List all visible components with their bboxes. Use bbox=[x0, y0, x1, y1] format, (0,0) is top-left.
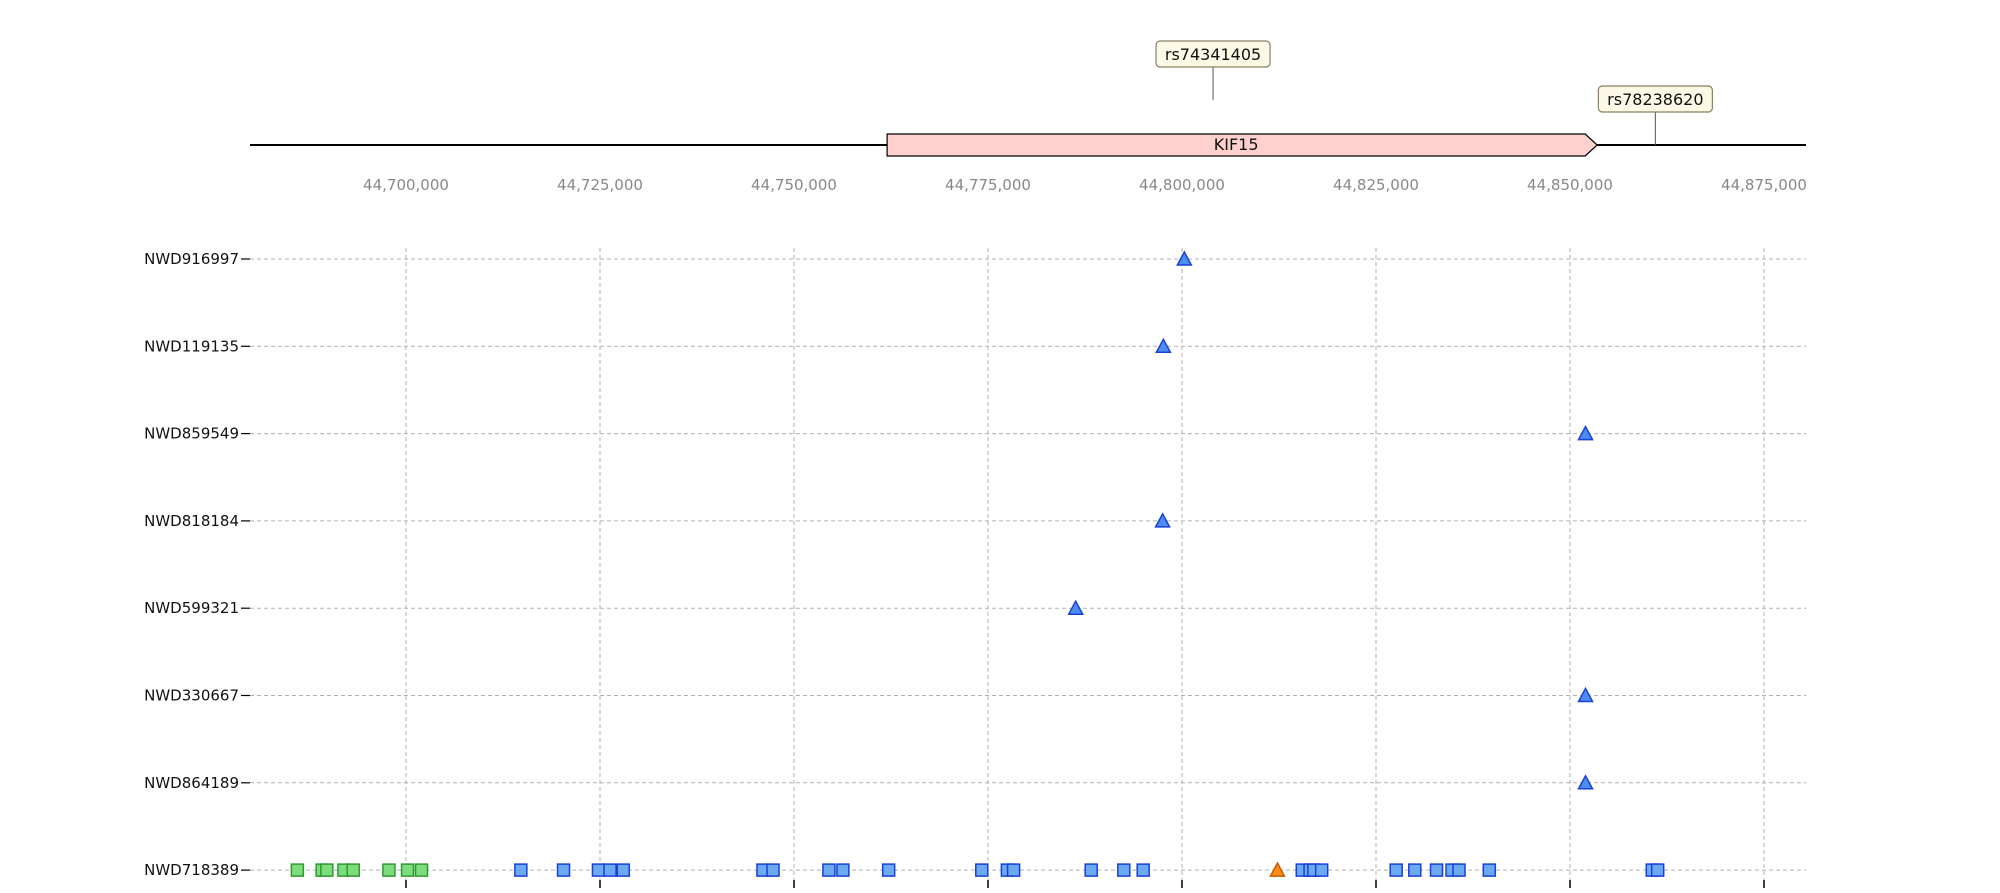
blue-square-marker bbox=[556, 863, 571, 877]
gene-track-tick-label: 44,725,000 bbox=[557, 176, 643, 194]
blue-triangle-marker bbox=[1176, 250, 1193, 266]
blue-square-marker bbox=[1084, 863, 1098, 877]
blue-square-marker bbox=[1408, 863, 1422, 877]
sample-label: NWD599321 bbox=[144, 599, 239, 617]
gene-arrow-kif15 bbox=[886, 133, 1599, 157]
gene-track-tick-label: 44,850,000 bbox=[1527, 176, 1613, 194]
blue-triangle-marker bbox=[1067, 599, 1084, 615]
green-square-marker bbox=[400, 863, 415, 877]
gene-track-tick-label: 44,825,000 bbox=[1333, 176, 1419, 194]
gene-track-tick-label: 44,700,000 bbox=[363, 176, 449, 194]
blue-square-marker bbox=[1452, 863, 1466, 877]
blue-square-marker bbox=[881, 863, 896, 877]
blue-triangle-marker bbox=[1577, 686, 1594, 703]
snp-label: rs74341405 bbox=[1165, 45, 1261, 64]
snp-label: rs78238620 bbox=[1607, 90, 1703, 109]
blue-square-marker bbox=[822, 863, 836, 877]
gene-label: KIF15 bbox=[1214, 135, 1259, 154]
blue-square-marker bbox=[1136, 863, 1150, 877]
snp-callout-box bbox=[1597, 85, 1713, 113]
blue-square-marker bbox=[836, 863, 850, 877]
blue-triangle-marker bbox=[1154, 512, 1171, 528]
blue-square-marker bbox=[1314, 863, 1329, 877]
blue-square-marker bbox=[975, 863, 989, 877]
sample-label: NWD718389 bbox=[144, 861, 239, 879]
blue-square-marker bbox=[1429, 863, 1444, 877]
plot-area: NWD916997 NWD119135 NWD859549 NWD818184 NWD5… bbox=[144, 248, 1806, 888]
gene-track-tick-label: 44,875,000 bbox=[1721, 176, 1807, 194]
blue-square-marker bbox=[1389, 863, 1403, 877]
gene-track: KIF15 44,700,000 44,725,000 44,750,000 44,77… bbox=[250, 40, 1807, 194]
blue-triangle-marker bbox=[1577, 774, 1594, 790]
gene-track-tick-label: 44,775,000 bbox=[945, 176, 1031, 194]
blue-square-marker bbox=[1482, 863, 1497, 877]
blue-square-marker bbox=[603, 863, 617, 877]
sample-label: NWD119135 bbox=[144, 337, 239, 355]
blue-square-marker bbox=[1006, 863, 1021, 877]
green-square-marker bbox=[320, 863, 334, 877]
blue-square-marker bbox=[766, 863, 780, 877]
green-square-marker bbox=[346, 863, 360, 877]
blue-triangle-marker bbox=[1155, 337, 1172, 354]
blue-triangle-marker bbox=[1577, 425, 1594, 441]
orange-triangle-marker bbox=[1269, 861, 1286, 877]
sample-label: NWD818184 bbox=[144, 512, 239, 530]
sample-label: NWD330667 bbox=[144, 687, 239, 705]
blue-square-marker bbox=[591, 863, 606, 877]
snp-callout-box bbox=[1155, 40, 1271, 68]
green-square-marker bbox=[414, 863, 429, 877]
blue-square-marker bbox=[1650, 863, 1665, 877]
sample-label: NWD859549 bbox=[144, 425, 239, 443]
blue-square-marker bbox=[1117, 863, 1131, 877]
green-square-marker bbox=[290, 863, 305, 877]
sample-label: NWD864189 bbox=[144, 774, 239, 792]
blue-square-marker bbox=[616, 863, 631, 877]
blue-square-marker bbox=[514, 863, 528, 877]
gene-track-tick-label: 44,750,000 bbox=[751, 176, 837, 194]
sample-label: NWD916997 bbox=[144, 250, 239, 268]
gene-track-tick-label: 44,800,000 bbox=[1139, 176, 1225, 194]
green-square-marker bbox=[382, 863, 396, 877]
